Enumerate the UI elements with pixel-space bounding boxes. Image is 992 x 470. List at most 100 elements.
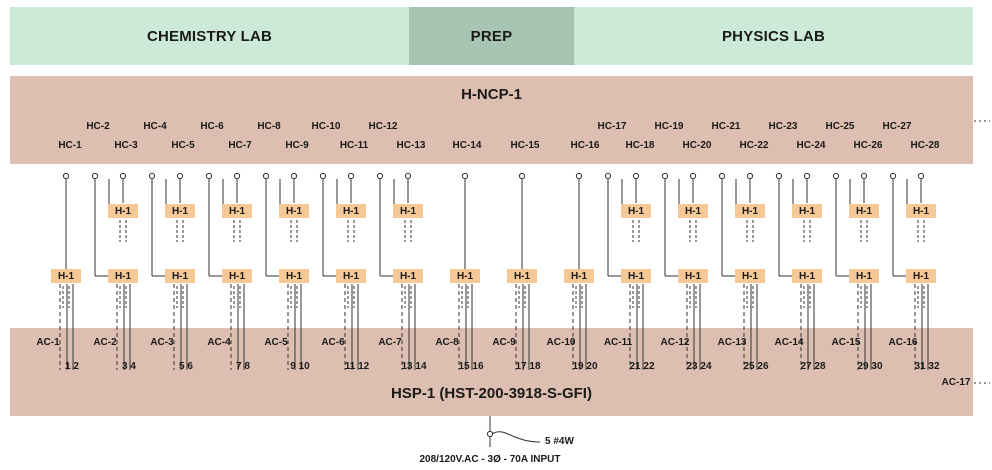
ac-label: AC-7 [378, 337, 402, 348]
input-rating-label: 208/120V.AC - 3Ø - 70A INPUT [419, 454, 561, 465]
relay-h-1: H-1 [792, 204, 822, 218]
breaker-terminal [632, 172, 640, 180]
breaker-terminal [575, 172, 583, 180]
relay-h-1: H-1 [165, 204, 195, 218]
hc-label: HC-13 [396, 140, 426, 151]
circuit-number-pair: 5 6 [179, 361, 193, 372]
hc-label: HC-5 [171, 140, 195, 151]
ac-label: AC-4 [207, 337, 231, 348]
relay-h-1: H-1 [735, 269, 765, 283]
relay-h-1: H-1 [279, 269, 309, 283]
breaker-terminal [62, 172, 70, 180]
ac-label: AC-16 [888, 337, 918, 348]
relay-h-1: H-1 [621, 204, 651, 218]
hc-label: HC-26 [853, 140, 883, 151]
ac-label: AC-9 [492, 337, 516, 348]
hc-label: HC-9 [285, 140, 309, 151]
breaker-terminal [832, 172, 840, 180]
breaker-terminal [205, 172, 213, 180]
ac-label: AC-6 [321, 337, 345, 348]
ac-label: AC-8 [435, 337, 459, 348]
breaker-terminal [233, 172, 241, 180]
relay-h-1: H-1 [564, 269, 594, 283]
hc-label: HC-24 [796, 140, 826, 151]
hc-label: HC-6 [200, 121, 224, 132]
relay-h-1: H-1 [849, 204, 879, 218]
input-cable-label: 5 #4W [545, 436, 574, 447]
breaker-terminal [461, 172, 469, 180]
circuit-number-pair: 29 30 [857, 361, 883, 372]
input-terminal [486, 430, 494, 438]
breaker-terminal [746, 172, 754, 180]
hc-label: HC-23 [768, 121, 798, 132]
relay-h-1: H-1 [51, 269, 81, 283]
breaker-terminal [91, 172, 99, 180]
hc-label: HC-19 [654, 121, 684, 132]
breaker-terminal [889, 172, 897, 180]
breaker-terminal [604, 172, 612, 180]
h-ncp-1-panel: H-NCP-1 [10, 76, 973, 164]
relay-h-1: H-1 [108, 204, 138, 218]
circuit-number-pair: 21 22 [629, 361, 655, 372]
relay-h-1: H-1 [165, 269, 195, 283]
relay-h-1: H-1 [393, 204, 423, 218]
hc-label: HC-21 [711, 121, 741, 132]
circuit-number-pair: 17 18 [515, 361, 541, 372]
circuit-number-pair: 13 14 [401, 361, 427, 372]
breaker-terminal [119, 172, 127, 180]
ac-label: AC-14 [774, 337, 804, 348]
circuit-number-pair: 19 20 [572, 361, 598, 372]
relay-h-1: H-1 [108, 269, 138, 283]
chemistry-lab-zone: CHEMISTRY LAB [10, 7, 409, 65]
prep-label: PREP [470, 27, 513, 45]
hc-label: HC-18 [625, 140, 655, 151]
relay-h-1: H-1 [222, 204, 252, 218]
hc-label: HC-2 [86, 121, 110, 132]
breaker-terminal [860, 172, 868, 180]
breaker-terminal [518, 172, 526, 180]
breaker-terminal [262, 172, 270, 180]
ac-label: AC-2 [93, 337, 117, 348]
ac-label: AC-5 [264, 337, 288, 348]
breaker-terminal [803, 172, 811, 180]
relay-h-1: H-1 [678, 269, 708, 283]
breaker-terminal [290, 172, 298, 180]
relay-h-1: H-1 [678, 204, 708, 218]
ac-label: AC-15 [831, 337, 861, 348]
prep-zone: PREP [409, 7, 574, 65]
breaker-terminal [404, 172, 412, 180]
breaker-terminal [661, 172, 669, 180]
ac-label: AC-13 [717, 337, 747, 348]
hc-label: HC-14 [452, 140, 482, 151]
hc-label: HC-27 [882, 121, 912, 132]
breaker-terminal [319, 172, 327, 180]
hc-label: HC-4 [143, 121, 167, 132]
h-ncp-1-title: H-NCP-1 [461, 86, 522, 103]
hc-label: HC-7 [228, 140, 252, 151]
hc-label: HC-3 [114, 140, 138, 151]
input-cable [491, 431, 541, 443]
relay-h-1: H-1 [906, 269, 936, 283]
ac-label: AC-17 [941, 377, 971, 388]
breaker-terminal [689, 172, 697, 180]
hc-label: HC-1 [58, 140, 82, 151]
relay-h-1: H-1 [906, 204, 936, 218]
hc-label: HC-16 [570, 140, 600, 151]
circuit-number-pair: 23 24 [686, 361, 712, 372]
physics-lab-label: PHYSICS LAB [721, 27, 826, 45]
hc-label: HC-28 [910, 140, 940, 151]
hc-label: HC-20 [682, 140, 712, 151]
relay-h-1: H-1 [336, 204, 366, 218]
ac-label: AC-11 [603, 337, 633, 348]
relay-h-1: H-1 [849, 269, 879, 283]
circuit-number-pair: 11 12 [344, 361, 370, 372]
relay-h-1: H-1 [507, 269, 537, 283]
hsp-1-title: HSP-1 (HST-200-3918-S-GFI) [391, 385, 592, 402]
ac-label: AC-10 [546, 337, 576, 348]
hc-label: HC-10 [311, 121, 341, 132]
breaker-terminal [148, 172, 156, 180]
breaker-terminal [376, 172, 384, 180]
breaker-terminal [917, 172, 925, 180]
circuit-number-pair: 9 10 [290, 361, 310, 372]
